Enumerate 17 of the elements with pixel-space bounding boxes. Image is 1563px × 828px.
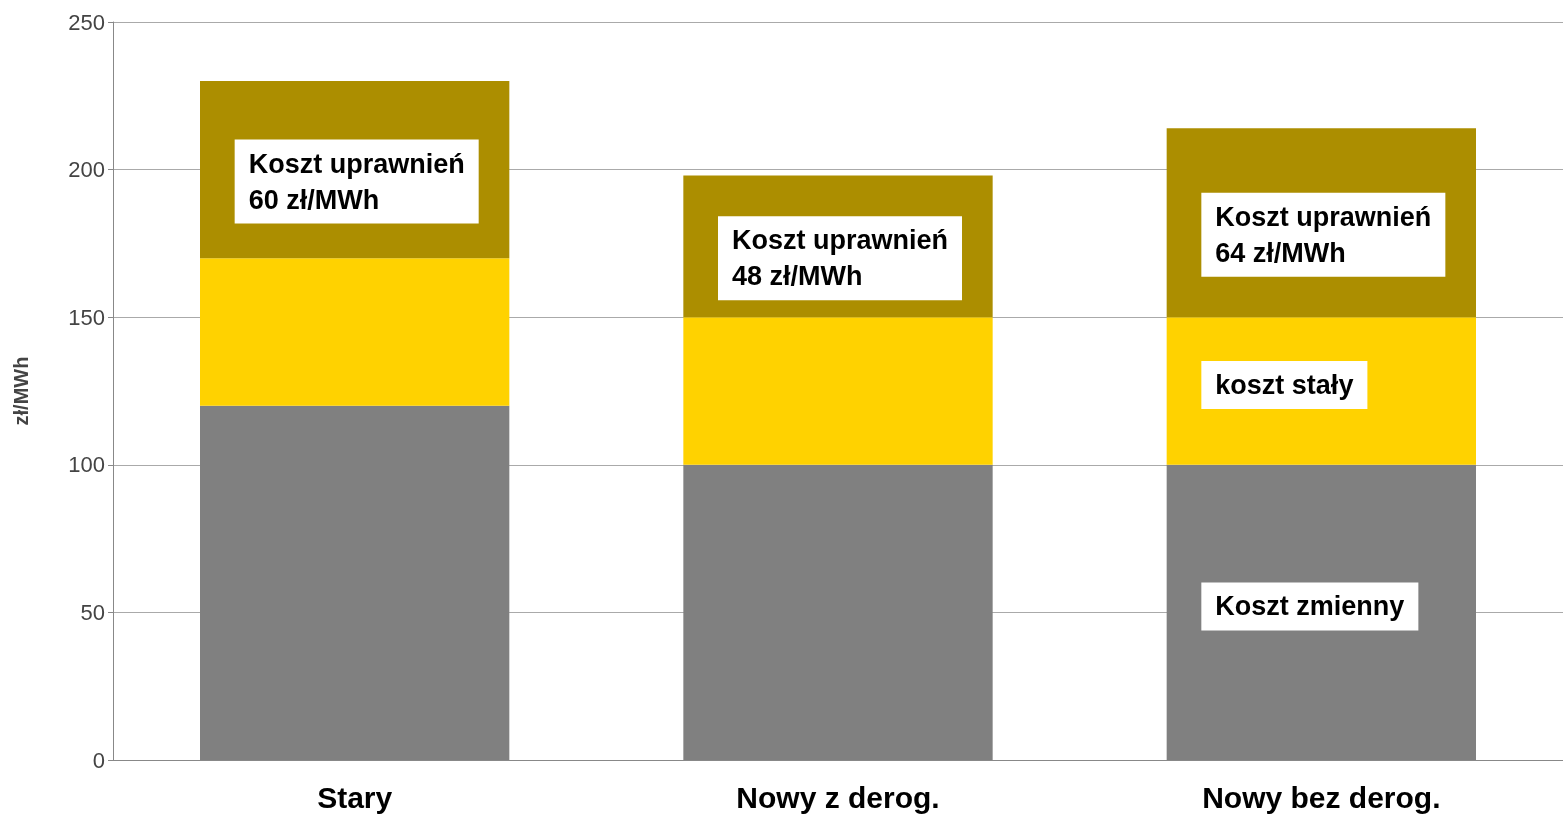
y-tick-label: 0 (92, 747, 105, 773)
x-tick-label: Stary (317, 780, 393, 814)
annotation: Koszt uprawnień 48 zł/MWh (732, 225, 949, 292)
annotation: koszt stały (1215, 370, 1354, 400)
y-axis-title: zł/MWh (10, 356, 32, 426)
x-tick-label: Nowy bez derog. (1202, 780, 1441, 814)
x-tick-label: Nowy z derog. (736, 780, 940, 814)
bar (683, 317, 993, 465)
y-tick-label: 150 (68, 304, 105, 330)
annotation: Koszt zmienny (1215, 591, 1405, 622)
y-tick-label: 200 (68, 157, 105, 183)
y-tick-label: 100 (68, 452, 105, 478)
annotation: Koszt uprawnień 60 zł/MWh (248, 148, 465, 215)
annotation: Koszt uprawnień 64 zł/MWh (1215, 201, 1432, 268)
y-tick-label: 250 (68, 9, 105, 35)
y-tick-label: 50 (80, 599, 105, 625)
bar (200, 258, 510, 406)
